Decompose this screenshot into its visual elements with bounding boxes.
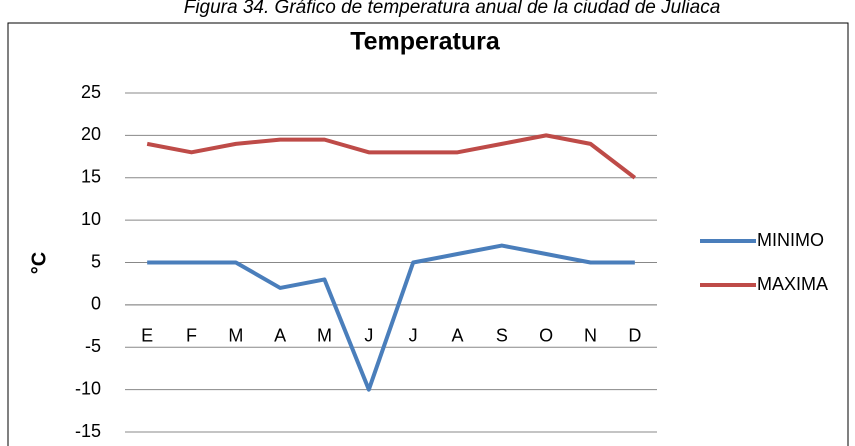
y-tick-label: -5 xyxy=(85,336,101,356)
x-tick-label: M xyxy=(228,326,243,346)
x-tick-label: D xyxy=(628,326,641,346)
series-line xyxy=(147,243,635,392)
y-tick-label: 0 xyxy=(91,294,101,314)
y-tick-label: 5 xyxy=(91,251,101,271)
chart-frame xyxy=(7,22,849,446)
y-tick-label: -10 xyxy=(75,378,101,398)
x-tick-label: F xyxy=(186,326,197,346)
y-tick-label: -15 xyxy=(75,421,101,441)
y-tick-label: 25 xyxy=(81,82,101,102)
x-tick-label: J xyxy=(409,326,418,346)
legend-label: MINIMO xyxy=(757,230,824,250)
x-tick-label: N xyxy=(584,326,597,346)
y-tick-label: 20 xyxy=(81,124,101,144)
x-tick-label: M xyxy=(317,326,332,346)
x-tick-label: O xyxy=(539,326,553,346)
series-line xyxy=(146,133,637,180)
y-axis-label: °C xyxy=(28,252,50,274)
x-tick-label: A xyxy=(274,326,286,346)
x-tick-label: E xyxy=(141,326,153,346)
y-tick-label: 15 xyxy=(81,167,101,187)
legend-label: MAXIMA xyxy=(757,274,828,294)
caption: Figura 34. Gráfico de temperatura anual … xyxy=(184,0,721,18)
x-tick-label: S xyxy=(496,326,508,346)
chart-title: Temperatura xyxy=(350,28,501,56)
x-tick-label: J xyxy=(364,326,373,346)
x-tick-label: A xyxy=(451,326,463,346)
y-tick-label: 10 xyxy=(81,209,101,229)
